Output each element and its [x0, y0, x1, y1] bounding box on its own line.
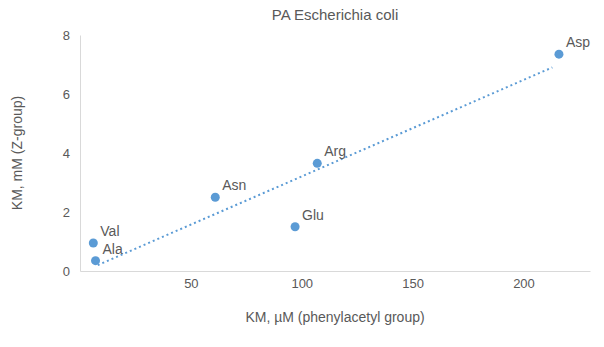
y-tick: 2: [63, 205, 80, 220]
point-label: Arg: [324, 143, 346, 159]
point: [313, 159, 322, 168]
point: [211, 193, 220, 202]
x-tick: 150: [402, 271, 424, 291]
x-tick-label: 50: [184, 276, 198, 291]
point: [89, 238, 98, 247]
title: PA Escherichia coli: [272, 6, 398, 23]
x-axis-line: [81, 271, 591, 272]
y-tick: 8: [63, 28, 80, 43]
y-axis-line: [80, 36, 81, 272]
x-tick: 50: [184, 271, 198, 291]
chart: PA Escherichia coli 50 100 150 200 0 2 4 6 8 KM, µ…: [0, 0, 604, 347]
x-tick-label: 150: [402, 276, 424, 291]
x-tick-label: 100: [291, 276, 313, 291]
y-tick-label: 6: [63, 87, 70, 102]
y-tick: 6: [63, 87, 80, 102]
trend-line: [98, 67, 553, 265]
point-label: Asn: [222, 177, 246, 193]
y-tick-label: 0: [63, 264, 70, 279]
y-axis-title: KM, mM (Z-group): [9, 96, 25, 210]
point-label: Val: [100, 223, 119, 239]
x-tick: 100: [291, 271, 313, 291]
point-label: Glu: [302, 207, 324, 223]
y-tick: 0: [63, 264, 80, 279]
plot-area: [89, 50, 564, 265]
x-tick: 200: [513, 271, 535, 291]
y-tick: 4: [63, 146, 80, 161]
y-tick-label: 8: [63, 28, 70, 43]
point-label: Asp: [566, 34, 590, 50]
point: [291, 222, 300, 231]
x-axis-title: KM, µM (phenylacetyl group): [245, 309, 424, 325]
y-tick-label: 4: [63, 146, 70, 161]
x-axis: 50 100 150 200: [81, 271, 591, 291]
point-labels: Val Ala Asn Glu Arg Asp: [100, 34, 590, 256]
x-tick-label: 200: [513, 276, 535, 291]
y-tick-label: 2: [63, 205, 70, 220]
point-label: Ala: [103, 241, 123, 257]
y-axis: 0 2 4 6 8: [63, 28, 81, 279]
point: [554, 50, 563, 59]
